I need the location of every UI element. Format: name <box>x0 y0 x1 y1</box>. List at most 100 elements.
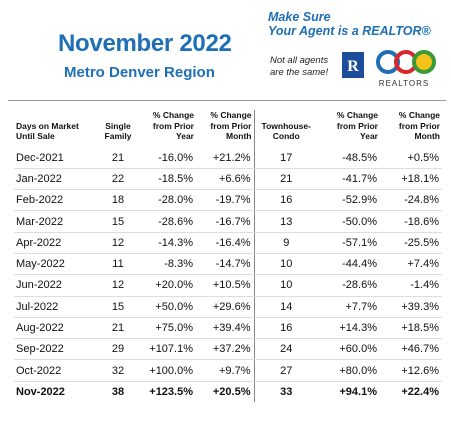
subtitle: Metro Denver Region <box>64 64 215 81</box>
cell: 10 <box>254 274 318 297</box>
cell: -28.0% <box>138 189 196 212</box>
column-header: % Change from Prior Year <box>152 110 194 141</box>
table-row: Oct-2022 32 +100.0% +9.7% 27 +80.0% +12.6% <box>14 359 442 382</box>
cell: +75.0% <box>138 317 196 340</box>
table-body: Dec-2021 21 -16.0% +21.2% 17 -48.5% +0.5% Jan-2… <box>14 147 442 403</box>
cell: +14.3% <box>318 317 380 340</box>
table-row: Dec-2021 21 -16.0% +21.2% 17 -48.5% +0.5% <box>14 147 442 169</box>
column-header: Single Family <box>104 120 132 142</box>
cell: +22.4% <box>401 385 439 398</box>
cell: -8.3% <box>138 253 196 276</box>
cell: -25.5% <box>380 232 442 254</box>
column-header: % Change from Prior Month <box>196 110 255 148</box>
cell: 32 <box>98 359 138 382</box>
cell: +6.6% <box>196 168 255 191</box>
cell: -28.6% <box>138 210 196 233</box>
cell: -19.7% <box>196 189 255 212</box>
row-label: Mar-2022 <box>14 210 98 233</box>
row-label: Oct-2022 <box>14 359 98 382</box>
table-row: Jun-2022 12 +20.0% +10.5% 10 -28.6% -1.4% <box>14 274 442 297</box>
cell: +20.0% <box>138 274 196 297</box>
table-head: Days on Market Until Sale Single Family % … <box>14 110 442 148</box>
cell: +39.3% <box>380 296 442 318</box>
cell: -52.9% <box>318 189 380 212</box>
cell: -1.4% <box>380 274 442 297</box>
row-label: Sep-2022 <box>14 338 98 361</box>
cell: -16.7% <box>196 210 255 233</box>
cell: +39.4% <box>196 317 255 340</box>
cell: 21 <box>98 147 138 169</box>
table-row: Jan-2022 22 -18.5% +6.6% 21 -41.7% +18.1% <box>14 168 442 191</box>
cell: 15 <box>98 296 138 318</box>
row-label: Feb-2022 <box>14 189 98 212</box>
cell: +46.7% <box>380 338 442 361</box>
realtor-logo <box>342 52 364 78</box>
logos: R REALTORS <box>342 50 436 88</box>
row-label: Dec-2021 <box>14 147 98 169</box>
cell: 21 <box>98 317 138 340</box>
table-row: May-2022 11 -8.3% -14.7% 10 -44.4% +7.4% <box>14 253 442 276</box>
cell: +7.7% <box>318 296 380 318</box>
cell: +80.0% <box>318 359 380 382</box>
table-row: Nov-2022 38 +123.5% +20.5% 33 +94.1% +22.4% <box>14 381 442 403</box>
cell: 29 <box>98 338 138 361</box>
cell: 18 <box>98 189 138 212</box>
cell: 27 <box>254 359 318 382</box>
cell: 33 <box>280 385 293 398</box>
note-line: are the same! <box>270 67 329 78</box>
cell: -14.7% <box>196 253 255 276</box>
column-header: % Change from Prior Year <box>336 110 378 141</box>
cell: 21 <box>254 168 318 191</box>
table-row: Mar-2022 15 -28.6% -16.7% 13 -50.0% -18.6% <box>14 210 442 233</box>
table-row: Aug-2022 21 +75.0% +39.4% 16 +14.3% +18.5% <box>14 317 442 340</box>
data-table: Days on Market Until Sale Single Family % … <box>14 110 442 403</box>
cell: -28.6% <box>318 274 380 297</box>
row-label: May-2022 <box>14 253 98 276</box>
cell: -48.5% <box>318 147 380 169</box>
row-label: Jun-2022 <box>14 274 98 297</box>
cell: +9.7% <box>196 359 255 382</box>
row-label: Apr-2022 <box>14 232 98 254</box>
cell: -18.5% <box>138 168 196 191</box>
cell: +107.1% <box>138 338 196 361</box>
cell: 22 <box>98 168 138 191</box>
cell: -44.4% <box>318 253 380 276</box>
cell: 12 <box>98 274 138 297</box>
tagline-line: Make Sure <box>268 10 331 24</box>
cell: 38 <box>111 385 125 398</box>
table-row: Sep-2022 29 +107.1% +37.2% 24 +60.0% +46.7% <box>14 338 442 361</box>
cell: 17 <box>254 147 318 169</box>
cell: +18.1% <box>380 168 442 191</box>
cell: +10.5% <box>196 274 255 297</box>
cell: -18.6% <box>380 210 442 233</box>
logo-circle <box>412 50 436 74</box>
cell: -16.0% <box>138 147 196 169</box>
cell: 9 <box>254 232 318 254</box>
column-header: % Change from Prior Month <box>398 110 440 141</box>
association-name: REALTORS <box>379 79 429 88</box>
header-row: Days on Market Until Sale Single Family % … <box>14 110 442 148</box>
cell: +29.6% <box>196 296 255 318</box>
cell: 15 <box>98 210 138 233</box>
cell: +7.4% <box>380 253 442 276</box>
cell: +20.5% <box>196 381 255 403</box>
cell: +50.0% <box>138 296 196 318</box>
row-label: Nov-2022 <box>16 385 65 398</box>
tagline: Make Sure Your Agent is a REALTOR® <box>268 10 431 38</box>
cell: 16 <box>254 189 318 212</box>
cell: -14.3% <box>138 232 196 254</box>
row-label: Jul-2022 <box>14 296 98 318</box>
divider <box>8 100 446 101</box>
cell: 14 <box>254 296 318 318</box>
column-header: Days on Market Until Sale <box>16 120 79 142</box>
cell: +0.5% <box>380 147 442 169</box>
cell: -16.4% <box>196 232 255 254</box>
note-line: Not all agents <box>270 55 329 66</box>
note: Not all agents are the same! <box>270 55 328 79</box>
table-row: Jul-2022 15 +50.0% +29.6% 14 +7.7% +39.3% <box>14 296 442 318</box>
cell: +18.5% <box>380 317 442 340</box>
row-label: Jan-2022 <box>14 168 98 191</box>
cell: -57.1% <box>318 232 380 254</box>
table-row: Apr-2022 12 -14.3% -16.4% 9 -57.1% -25.5% <box>14 232 442 254</box>
